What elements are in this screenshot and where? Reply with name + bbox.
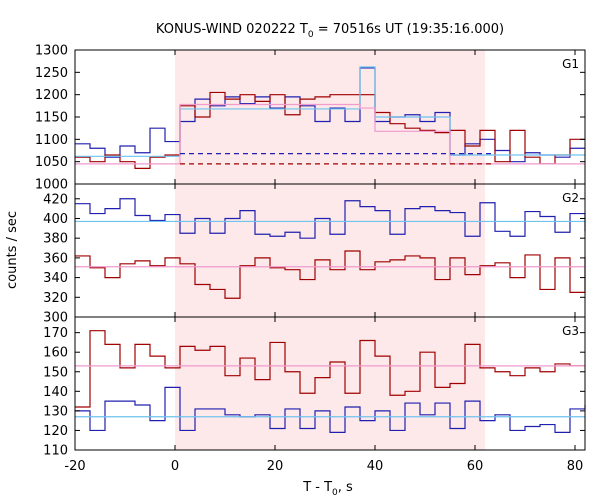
- y-tick-label: 380: [43, 232, 68, 247]
- y-tick-label: 160: [43, 346, 68, 361]
- series-blue-step: [75, 386, 586, 433]
- x-axis-label: T - T0, s: [302, 480, 353, 498]
- panel-g1: 1000 1050 1100 1150 1200 1250 1300 G1: [35, 44, 586, 193]
- series-dark_red-step: [75, 91, 585, 169]
- x-tick-label: 60: [467, 459, 484, 474]
- y-tick-label: 130: [43, 404, 68, 419]
- y-tick-label: 400: [43, 212, 68, 227]
- y-tick-label: 1100: [35, 133, 68, 148]
- panel-g2: 300 320 340 360 380 400 420 G2: [43, 183, 586, 326]
- panel-label: G1: [562, 57, 579, 71]
- y-tick-label: 150: [43, 365, 68, 380]
- series-blue-step: [75, 198, 586, 239]
- y-tick-label: 1300: [35, 44, 68, 59]
- panel-label: G3: [562, 324, 579, 338]
- x-tick-label: -20: [64, 459, 85, 474]
- x-tick-label: 80: [567, 459, 584, 474]
- series-pink-mean: [75, 103, 585, 165]
- y-tick-label: 170: [43, 326, 68, 341]
- y-tick-label: 1200: [35, 88, 68, 103]
- y-tick-label: 1150: [35, 111, 68, 126]
- chart-title: KONUS-WIND 020222 T0 = 70516s UT (19:35:…: [156, 22, 504, 40]
- plot-area: 1000105011001150120012501300G13003203403…: [35, 44, 586, 474]
- panel-g3: 110 120 130 140 150 160 170 G3: [43, 316, 586, 459]
- y-tick-label: 320: [43, 291, 68, 306]
- y-tick-label: 1250: [35, 66, 68, 81]
- y-tick-label: 340: [43, 271, 68, 286]
- x-tick-label: 40: [367, 459, 384, 474]
- panel-label: G2: [562, 191, 579, 205]
- x-tick-label: 0: [171, 459, 179, 474]
- interval-band: [175, 184, 485, 317]
- y-tick-label: 140: [43, 385, 68, 400]
- y-tick-label: 1000: [35, 178, 68, 193]
- x-tick-label: 20: [267, 459, 284, 474]
- y-tick-label: 360: [43, 251, 68, 266]
- y-tick-label: 120: [43, 424, 68, 439]
- y-tick-label: 420: [43, 192, 68, 207]
- series-dark_red-step: [75, 250, 586, 299]
- series-dark_red-step: [75, 330, 585, 408]
- y-tick-label: 300: [43, 311, 68, 326]
- y-tick-label: 110: [43, 444, 68, 459]
- y-axis-label: counts / sec: [5, 211, 20, 289]
- panel-frame: [74, 316, 586, 451]
- y-tick-label: 1050: [35, 155, 68, 170]
